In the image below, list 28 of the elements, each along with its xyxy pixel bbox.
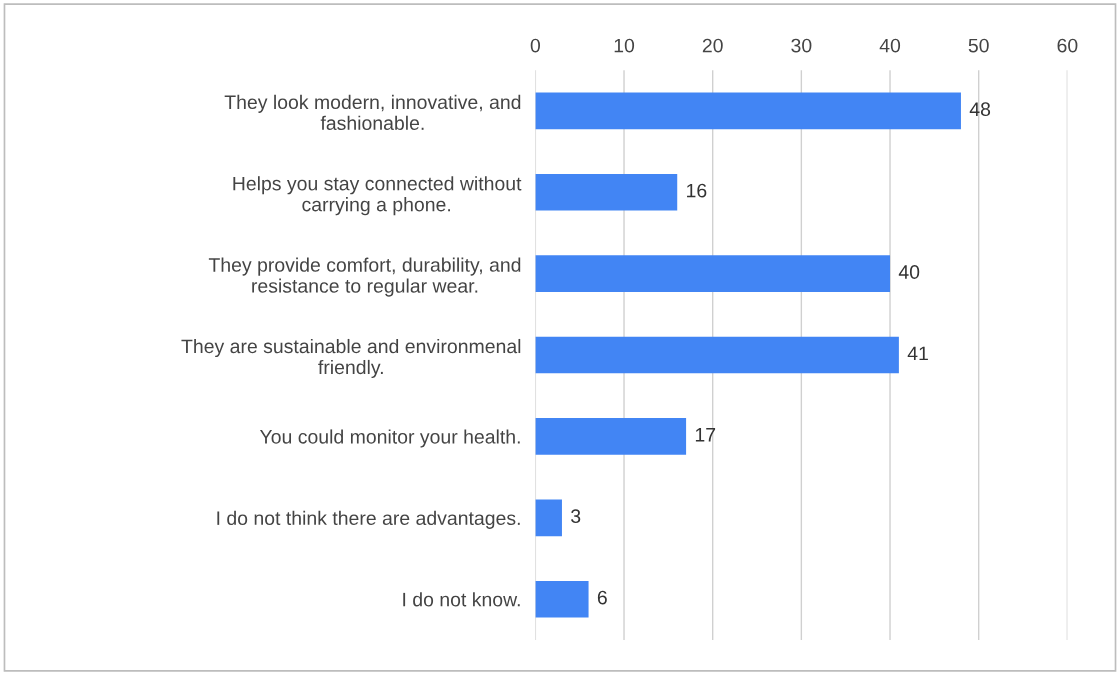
x-tick-label: 10 — [614, 38, 635, 53]
x-tick-label: 50 — [968, 38, 989, 53]
y-tick-label: Helps you stay connected without carrying a phone. — [233, 176, 522, 216]
data-label: 17 — [695, 428, 716, 442]
x-tick-label: 20 — [702, 38, 723, 53]
bar — [535, 418, 687, 455]
x-tick-label: 60 — [1057, 38, 1078, 53]
bar — [535, 92, 961, 130]
bar — [535, 336, 899, 374]
y-tick-label: They are sustainable and environmenal friendly. — [181, 338, 521, 379]
bar — [535, 173, 678, 211]
data-label: 40 — [898, 265, 920, 279]
bar — [535, 255, 891, 292]
bar — [535, 499, 562, 537]
y-tick-label: I do not know. — [403, 592, 520, 607]
y-tick-label: They provide comfort, durability, and resistance to regular wear. — [208, 257, 521, 297]
data-label: 41 — [907, 346, 928, 361]
data-label: 48 — [969, 102, 991, 117]
y-tick-label: You could monitor your health. — [259, 429, 520, 448]
x-tick-label: 0 — [530, 38, 541, 53]
y-tick-label: I do not think there are advantages. — [217, 510, 520, 529]
data-label: 6 — [597, 590, 607, 605]
data-label: 16 — [687, 183, 707, 198]
bar — [535, 580, 589, 618]
data-label: 3 — [571, 509, 581, 524]
y-tick-label: They look modern, innovative, and fashionable. — [224, 94, 521, 131]
x-tick-label: 40 — [879, 38, 901, 53]
x-tick-label: 30 — [791, 38, 812, 53]
